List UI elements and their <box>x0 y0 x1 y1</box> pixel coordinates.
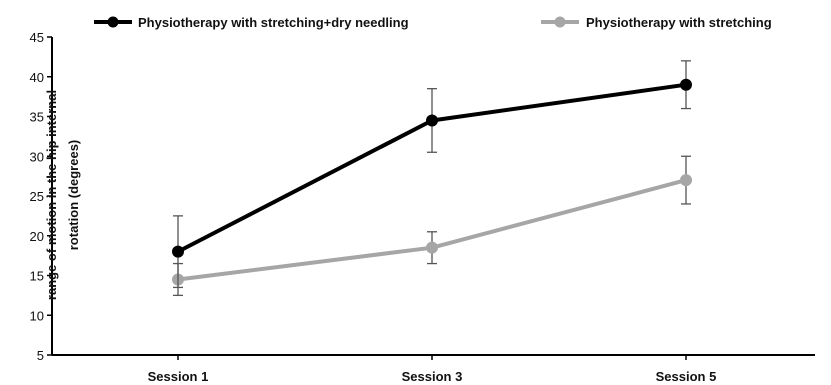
y-axis-title: range of motion in the hip internal rota… <box>44 90 81 300</box>
x-tick-label: Session 3 <box>402 369 463 384</box>
y-tick-label: 20 <box>30 229 44 244</box>
legend-label: Physiotherapy with stretching <box>586 15 772 30</box>
data-point <box>680 78 692 91</box>
legend-item-1: Physiotherapy with stretching+dry needli… <box>94 15 409 30</box>
legend-label: Physiotherapy with stretching+dry needli… <box>138 15 409 30</box>
series-1 <box>172 60 692 289</box>
series-2 <box>172 155 692 297</box>
data-point <box>680 174 692 187</box>
data-point <box>426 241 438 254</box>
series-line <box>177 178 687 282</box>
y-axis-title-line-2: rotation (degrees) <box>66 140 81 251</box>
data-point <box>172 245 184 258</box>
y-tick-label: 40 <box>30 70 44 85</box>
y-tick-label: 30 <box>30 149 44 164</box>
legend-item-2: Physiotherapy with stretching <box>541 15 772 30</box>
legend-swatch-marker <box>554 16 566 28</box>
y-tick-label: 10 <box>30 308 44 323</box>
legend: Physiotherapy with stretching+dry needli… <box>94 15 772 30</box>
y-tick-label: 25 <box>30 189 44 204</box>
y-tick-label: 5 <box>37 348 44 363</box>
series-layer <box>172 60 692 297</box>
y-tick-label: 15 <box>30 269 44 284</box>
y-tick-label: 45 <box>30 30 44 45</box>
x-tick-label: Session 5 <box>656 369 717 384</box>
axes: 5 10 15 20 25 30 35 40 45 Session 1 Session 3 Sessi… <box>30 30 815 384</box>
y-tick-label: 35 <box>30 110 44 125</box>
x-tick-label: Session 1 <box>148 369 209 384</box>
y-axis-title-line-1: range of motion in the hip internal <box>44 90 59 300</box>
legend-swatch-marker <box>107 16 119 28</box>
data-point <box>426 114 438 127</box>
